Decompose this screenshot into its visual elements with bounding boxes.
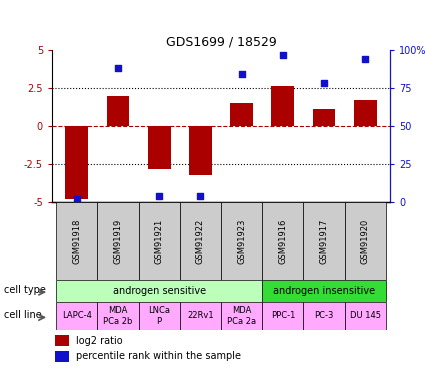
Bar — [56, 302, 97, 330]
Bar — [56, 202, 97, 280]
Text: GSM91919: GSM91919 — [113, 218, 122, 264]
Bar — [230, 103, 253, 126]
Bar — [139, 302, 180, 330]
Text: GSM91917: GSM91917 — [320, 218, 329, 264]
Text: GSM91923: GSM91923 — [237, 218, 246, 264]
Point — [115, 65, 122, 71]
Point — [362, 56, 368, 62]
Point — [74, 196, 80, 202]
Bar — [313, 109, 335, 126]
Title: GDS1699 / 18529: GDS1699 / 18529 — [166, 36, 276, 49]
Bar — [221, 202, 262, 280]
Point — [156, 193, 163, 199]
Bar — [354, 100, 377, 126]
Text: 22Rv1: 22Rv1 — [187, 312, 214, 321]
Bar — [180, 202, 221, 280]
Bar — [65, 126, 88, 199]
Text: GSM91921: GSM91921 — [155, 218, 164, 264]
Bar — [97, 202, 139, 280]
Bar — [148, 126, 170, 168]
Bar — [272, 87, 294, 126]
Bar — [56, 280, 262, 302]
Point — [197, 193, 204, 199]
Bar — [97, 302, 139, 330]
Text: LAPC-4: LAPC-4 — [62, 312, 92, 321]
Text: GSM91918: GSM91918 — [72, 218, 81, 264]
Bar — [345, 202, 386, 280]
Bar — [55, 351, 69, 361]
Text: PPC-1: PPC-1 — [271, 312, 295, 321]
Text: GSM91916: GSM91916 — [278, 218, 287, 264]
Point — [279, 51, 286, 57]
Text: androgen sensitive: androgen sensitive — [113, 286, 206, 296]
Text: LNCa
P: LNCa P — [148, 306, 170, 326]
Text: MDA
PCa 2b: MDA PCa 2b — [103, 306, 133, 326]
Text: PC-3: PC-3 — [314, 312, 334, 321]
Text: GSM91920: GSM91920 — [361, 218, 370, 264]
Bar — [262, 202, 303, 280]
Text: log2 ratio: log2 ratio — [76, 336, 122, 345]
Bar — [303, 202, 345, 280]
Text: DU 145: DU 145 — [350, 312, 381, 321]
Bar — [221, 302, 262, 330]
Bar — [262, 280, 386, 302]
Text: MDA
PCa 2a: MDA PCa 2a — [227, 306, 256, 326]
Bar — [180, 302, 221, 330]
Text: androgen insensitive: androgen insensitive — [273, 286, 375, 296]
Text: cell line: cell line — [4, 310, 42, 320]
Point — [320, 81, 327, 87]
Bar — [262, 302, 303, 330]
Text: GSM91922: GSM91922 — [196, 218, 205, 264]
Bar — [303, 302, 345, 330]
Bar — [107, 96, 129, 126]
Bar — [189, 126, 212, 175]
Bar — [55, 335, 69, 346]
Text: percentile rank within the sample: percentile rank within the sample — [76, 351, 241, 361]
Point — [238, 71, 245, 77]
Text: cell type: cell type — [4, 285, 46, 295]
Bar — [139, 202, 180, 280]
Bar — [345, 302, 386, 330]
